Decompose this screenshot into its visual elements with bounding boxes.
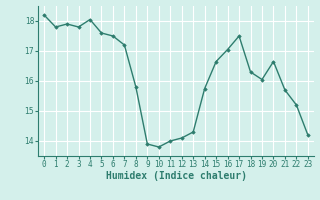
X-axis label: Humidex (Indice chaleur): Humidex (Indice chaleur): [106, 171, 246, 181]
